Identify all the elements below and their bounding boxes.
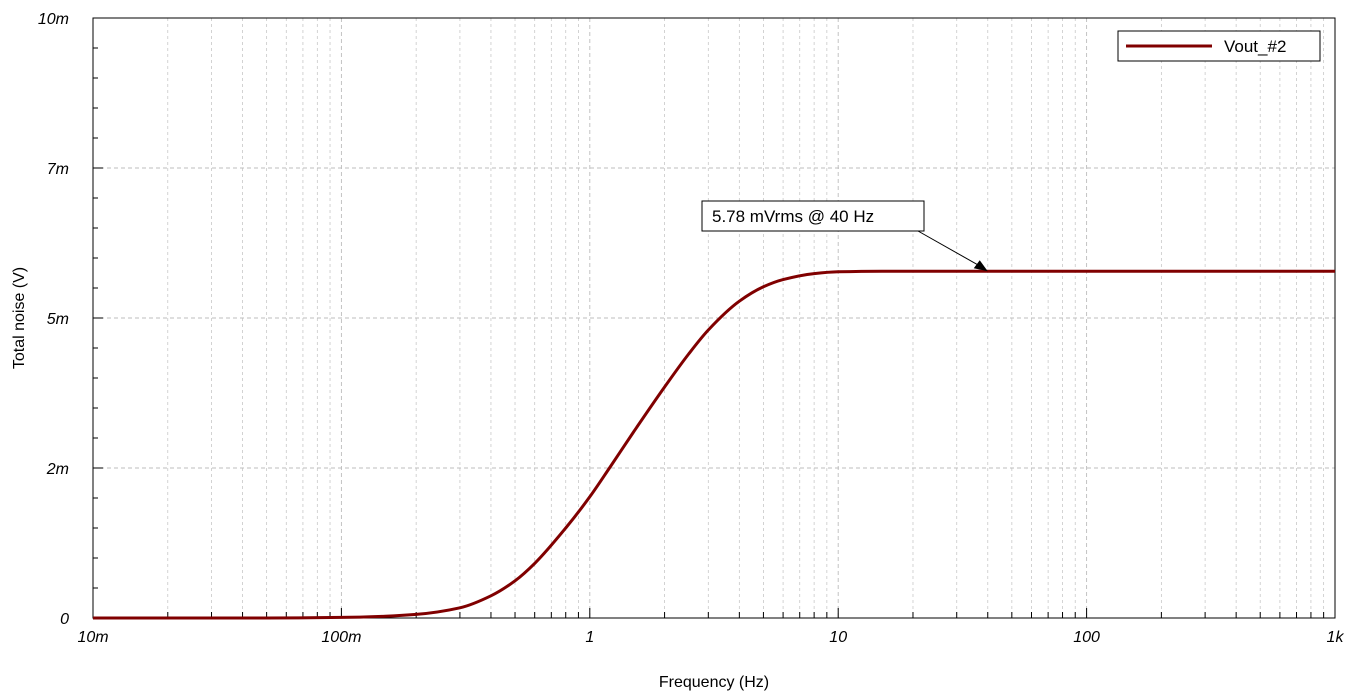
legend: Vout_#2 [1117, 30, 1321, 62]
y-tick-labels: 0 2m 5m 7m 10m [38, 11, 69, 628]
x-tick-label: 10 [829, 629, 847, 646]
major-grid [92, 17, 1336, 619]
plot-frame [92, 17, 1336, 619]
annotation-box [701, 200, 925, 232]
x-tick-label: 1 [585, 629, 594, 646]
y-tick-label: 0 [60, 611, 69, 628]
legend-label-vout-2: Vout_#2 [1224, 37, 1286, 56]
y-tick-label: 10m [38, 11, 69, 28]
y-axis-title: Total noise (V) [11, 267, 28, 369]
series-line-vout-2 [93, 269, 1335, 620]
annotation-arrowhead [973, 260, 988, 272]
x-axis-title: Frequency (Hz) [659, 674, 769, 691]
y-minor-ticks [92, 17, 1336, 619]
annotation-text: 5.78 mVrms @ 40 Hz [712, 207, 874, 226]
series-group [93, 269, 1335, 620]
y-tick-label: 7m [47, 161, 69, 178]
x-tick-label: 100m [321, 629, 361, 646]
x-tick-labels: 10m 100m 1 10 100 1k [77, 629, 1344, 646]
x-tick-label: 1k [1327, 629, 1345, 646]
annotations: 5.78 mVrms @ 40 Hz [701, 200, 988, 272]
x-tick-label: 100 [1073, 629, 1100, 646]
y-tick-label: 2m [46, 461, 69, 478]
x-tick-label: 10m [77, 629, 108, 646]
annotation-leader [917, 230, 984, 269]
y-tick-label: 5m [47, 311, 69, 328]
